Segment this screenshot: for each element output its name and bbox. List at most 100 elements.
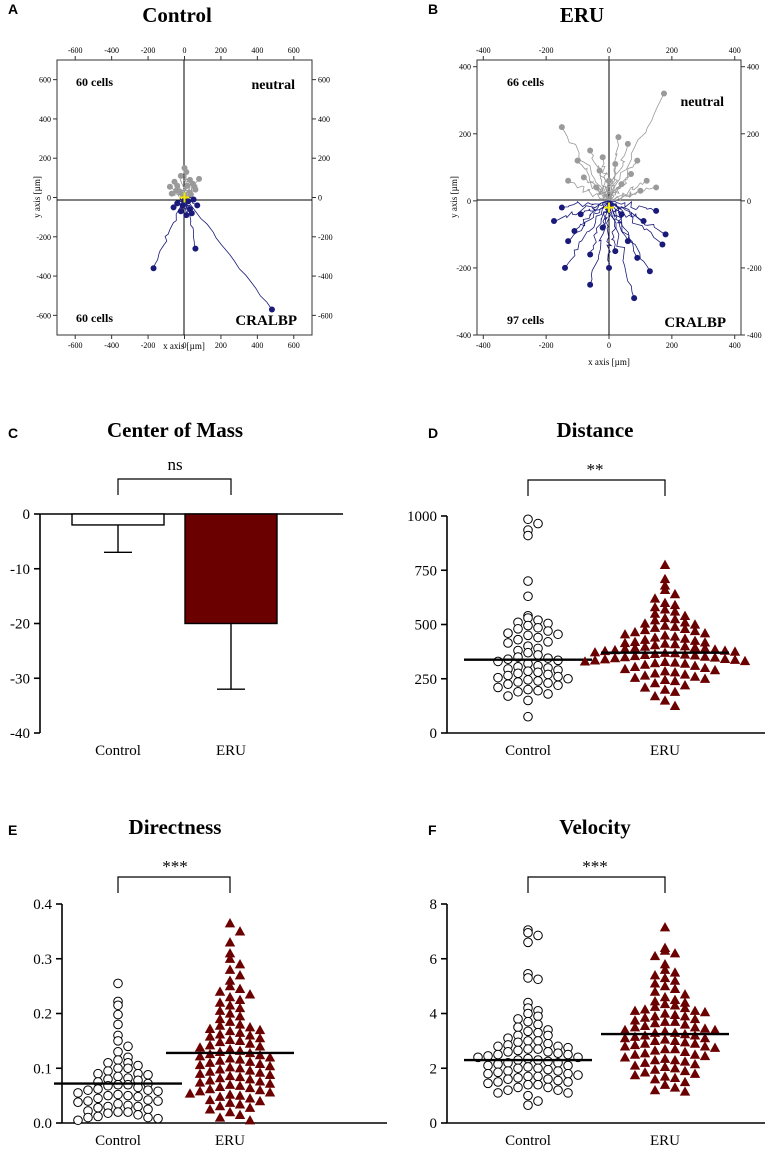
panel-e-point-eru [254, 1032, 266, 1043]
panel-e-point-eru [244, 1082, 256, 1093]
panel-d-point-eru [639, 659, 651, 669]
panel-f-point-control [573, 1070, 583, 1080]
panel-e-point-control [143, 1095, 153, 1105]
panel-b-xtick-label-top: -400 [476, 46, 491, 55]
panel-b-xtick-label-top: 400 [729, 46, 741, 55]
panel-f-point-control [523, 1026, 533, 1037]
panel-f-point-control [533, 1071, 543, 1082]
panel-e-point-eru [224, 917, 236, 928]
panel-e-category-eru: ERU [215, 1133, 245, 1149]
panel-b-cralbp-track [589, 200, 610, 255]
panel-f-ytick-label: 2 [430, 1061, 438, 1077]
panel-e-point-eru [194, 1051, 206, 1061]
panel-d-point-eru [659, 684, 671, 694]
panel-a-cralbp-endpoint [268, 306, 275, 313]
panel-b-neutral-endpoint [637, 187, 644, 194]
panel-d-point-control [513, 677, 523, 687]
panel-f-point-eru [649, 950, 661, 961]
panel-e-point-control [133, 1060, 143, 1071]
panel-e: E Directness *** 0.0 0.1 0.2 0.3 0.4 Control… [8, 815, 387, 1149]
panel-e-point-eru [234, 1063, 246, 1073]
panel-a-neutral-track [183, 167, 188, 198]
panel-d-point-eru [579, 656, 591, 666]
panel-f-point-control [533, 974, 543, 985]
panel-c-ytick-label: -10 [10, 562, 30, 578]
panel-f-point-control [543, 1074, 553, 1084]
panel-d-point-control [543, 626, 553, 636]
panel-d-point-eru [619, 637, 631, 648]
panel-e-point-eru [234, 1054, 246, 1064]
panel-d-point-eru [649, 593, 661, 603]
panel-f-point-eru [669, 1063, 681, 1073]
panel-d-point-eru [619, 629, 631, 639]
panel-f-point-control [493, 1041, 503, 1052]
panel-e-point-eru [254, 1076, 266, 1086]
panel-b-cralbp-endpoint [565, 238, 572, 245]
panel-b-cralbp-endpoint [562, 264, 568, 271]
panel-e-point-eru [254, 1084, 266, 1095]
panel-f-point-eru [669, 1072, 681, 1082]
panel-d-point-eru [589, 647, 601, 657]
panel-e-point-eru [224, 1000, 236, 1010]
panel-f-point-eru [669, 1054, 681, 1065]
panel-d-point-eru [699, 637, 711, 647]
panel-b-ytick-label-right: 400 [747, 63, 759, 72]
panel-d-point-control [533, 667, 543, 678]
panel-f-point-eru [669, 1016, 681, 1026]
panel-f-point-eru [639, 1020, 651, 1030]
panel-d-point-eru [709, 644, 721, 654]
panel-b-neutral-endpoint [580, 174, 587, 181]
panel-e-point-eru [224, 953, 236, 963]
panel-e-point-eru [264, 1078, 276, 1088]
panel-f-point-control [553, 1066, 563, 1076]
panel-f-point-eru [659, 991, 671, 1002]
panel-a-neutral-endpoint [196, 175, 203, 182]
panel-d-point-control [523, 620, 533, 631]
panel-f-point-eru [639, 1012, 651, 1022]
panel-d-point-eru [629, 650, 641, 661]
panel-e-ytick-label: 0.3 [33, 952, 52, 968]
panel-e-point-eru [244, 1074, 256, 1084]
panel-a-xtick-label-top: -400 [104, 46, 119, 55]
panel-a-title: Control [142, 3, 212, 27]
panel-e-point-control [93, 1111, 103, 1122]
panel-d-point-eru [669, 667, 681, 677]
panel-d-point-eru [689, 650, 701, 660]
panel-f-point-eru [669, 983, 681, 994]
panel-d-point-eru [669, 613, 681, 624]
panel-d-point-control [553, 671, 563, 682]
panel-a-ylabel: y axis [µm] [32, 176, 42, 218]
panel-a-neutral-endpoint [191, 183, 198, 190]
panel-d-point-eru [699, 651, 711, 661]
panel-f-point-control [513, 1063, 523, 1074]
panel-a-cralbp-endpoint [150, 265, 157, 272]
panel-f-point-control [563, 1088, 573, 1098]
panel-d-point-eru [659, 674, 671, 684]
panel-e-point-eru [194, 1042, 206, 1052]
panel-e-point-eru [214, 1064, 226, 1074]
panel-a-cralbp-endpoint [170, 204, 177, 211]
panel-e-point-control [93, 1084, 103, 1094]
panel-d-point-eru [649, 622, 661, 632]
panel-b-label-bottom-left: 97 cells [507, 313, 544, 327]
panel-b-neutral-track [601, 157, 610, 202]
panel-f-point-eru [679, 989, 691, 999]
panel-d-point-eru [649, 608, 661, 618]
panel-c-ytick-label: 0 [23, 507, 31, 523]
panel-f-point-eru [629, 1069, 641, 1080]
panel-a-xtick-label-top: 0 [183, 46, 187, 55]
panel-f-point-eru [689, 1021, 701, 1032]
panel-e-point-eru [214, 1072, 226, 1083]
panel-e-point-control [143, 1085, 153, 1095]
panel-e-point-eru [234, 994, 246, 1004]
panel-d-point-eru [659, 630, 671, 640]
panel-f-point-eru [629, 1021, 641, 1032]
panel-a-cralbp-endpoint [188, 210, 195, 217]
panel-e-point-control [113, 1047, 123, 1057]
panel-d-point-eru [689, 635, 701, 645]
panel-d-ytick-label: 500 [415, 618, 438, 634]
panel-d: D Distance ** 0 250 500 750 1000 Control ERU [407, 418, 765, 759]
panel-c-title: Center of Mass [107, 418, 243, 442]
panel-f-point-eru [659, 1016, 671, 1026]
panel-f-point-control [553, 1048, 563, 1058]
